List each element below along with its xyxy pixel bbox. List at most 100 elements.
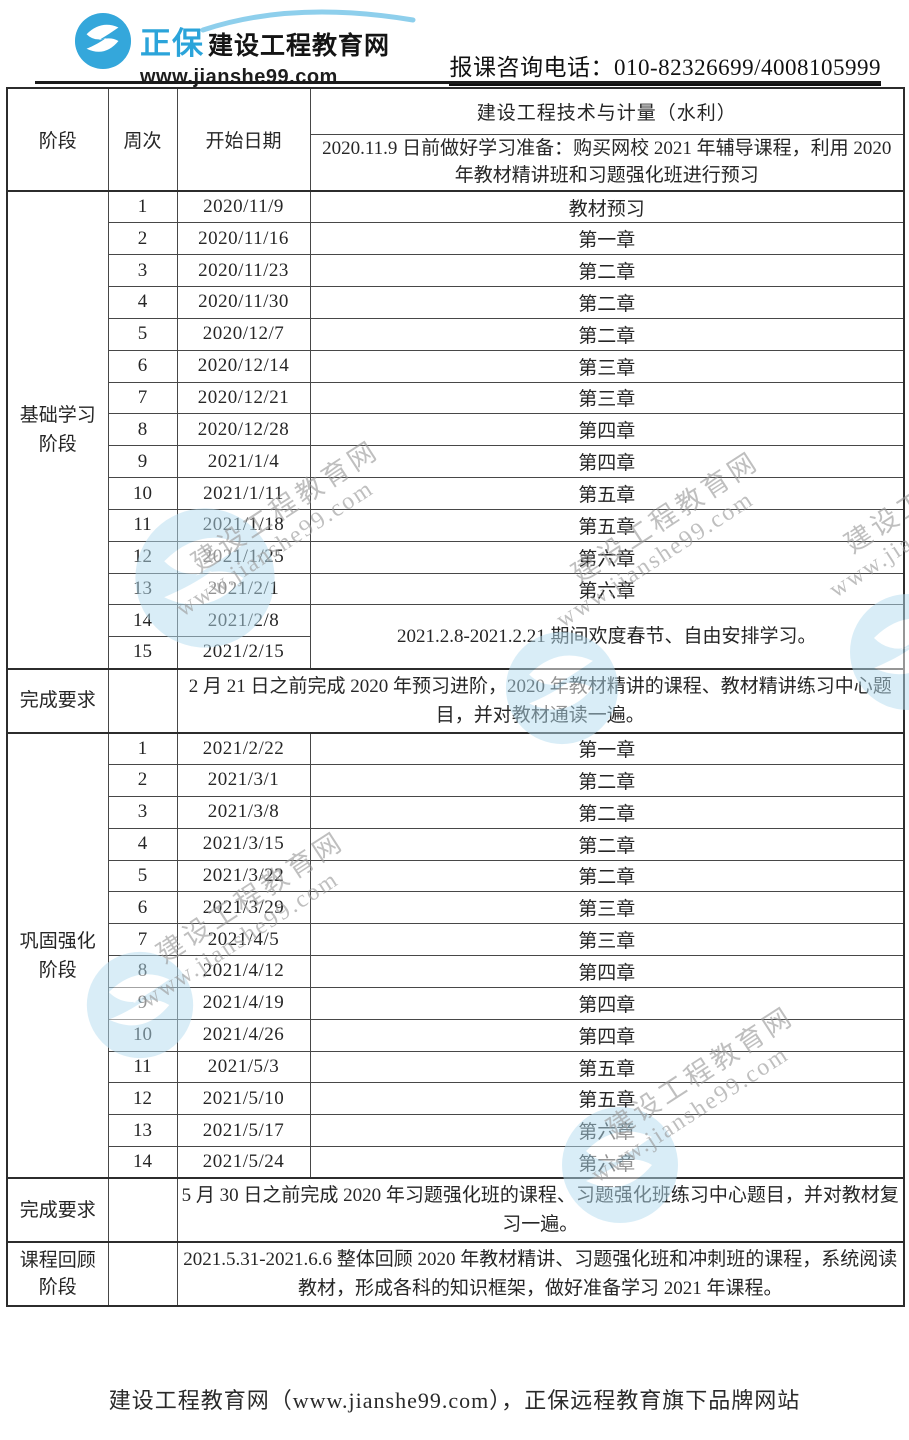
chapter-cell: 第三章 (309, 891, 905, 925)
chapter-cell: 第二章 (309, 827, 905, 861)
week-number-cell: 13 (107, 572, 178, 606)
requirement-label-cell: 完成要求 (6, 667, 109, 734)
table-row: 9 2021/1/4 第四章 (7, 445, 905, 479)
week-number-cell: 11 (107, 508, 178, 542)
chapter-cell: 第四章 (309, 986, 905, 1020)
empty-week-cell (107, 1177, 178, 1243)
start-date-cell: 2021/5/24 (176, 1146, 311, 1179)
chapter-cell: 第三章 (309, 923, 905, 957)
stage-cell-consolidation: 巩固强化阶段 (6, 731, 109, 1179)
week-number-cell: 14 (107, 604, 178, 638)
week-number-cell: 9 (107, 445, 178, 479)
table-row: 3 2020/11/23 第二章 (7, 254, 905, 288)
chapter-cell: 第二章 (309, 795, 905, 829)
week-number-cell: 3 (107, 254, 178, 288)
header-divider (35, 81, 881, 84)
week-number-cell: 4 (107, 827, 178, 861)
week-number-cell: 6 (107, 349, 178, 383)
week-number-cell: 2 (107, 764, 178, 797)
chapter-cell: 第三章 (309, 381, 905, 415)
study-schedule-table: 阶段 周次 开始日期 建设工程技术与计量（水利） 2020.11.9 日前做好学… (6, 87, 905, 1308)
chapter-cell: 第二章 (309, 317, 905, 351)
table-row: 13 2021/5/17 第六章 (7, 1114, 905, 1148)
table-row: 11 2021/5/3 第五章 (7, 1050, 905, 1084)
table-row: 7 2020/12/21 第三章 (7, 381, 905, 415)
start-date-cell: 2021/4/19 (176, 986, 311, 1020)
prep-note-cell: 2020.11.9 日前做好学习准备：购买网校 2021 年辅导课程，利用 20… (309, 133, 905, 192)
empty-week-cell (107, 667, 178, 734)
chapter-cell: 第二章 (309, 254, 905, 288)
week-number-cell: 6 (107, 891, 178, 925)
start-date-cell: 2020/11/9 (176, 190, 311, 224)
week-number-cell: 5 (107, 859, 178, 893)
week-number-cell: 1 (107, 731, 178, 765)
start-date-cell: 2021/5/10 (176, 1082, 311, 1116)
chapter-cell: 第五章 (309, 1082, 905, 1116)
start-date-cell: 2021/1/25 (176, 540, 311, 574)
table-row: 8 2020/12/28 第四章 (7, 413, 905, 447)
column-header-start-date: 开始日期 (176, 87, 311, 192)
start-date-cell: 2021/1/11 (176, 477, 311, 510)
start-date-cell: 2020/11/16 (176, 222, 311, 256)
start-date-cell: 2021/4/26 (176, 1018, 311, 1052)
logo-brand-text: 正保 (140, 26, 204, 61)
table-row: 14 2021/5/24 第六章 (7, 1146, 905, 1179)
requirement-label-cell: 完成要求 (6, 1177, 109, 1243)
table-row: 2 2020/11/16 第一章 (7, 222, 905, 256)
requirement-text-cell: 2 月 21 日之前完成 2020 年预习进阶，2020 年教材精讲的课程、教材… (176, 667, 905, 734)
chapter-cell: 第六章 (309, 572, 905, 606)
stage-cell-basic: 基础学习阶段 (6, 190, 109, 670)
week-number-cell: 7 (107, 923, 178, 957)
start-date-cell: 2020/11/23 (176, 254, 311, 288)
chapter-cell: 第二章 (309, 764, 905, 797)
start-date-cell: 2021/3/1 (176, 764, 311, 797)
table-row: 11 2021/1/18 第五章 (7, 508, 905, 542)
consult-phone-text: 报课咨询电话：010-82326699/4008105999 (449, 48, 881, 86)
table-row: 基础学习阶段 1 2020/11/9 教材预习 (6, 190, 905, 670)
start-date-cell: 2021/3/22 (176, 859, 311, 893)
start-date-cell: 2020/11/30 (176, 286, 311, 319)
chapter-cell: 第四章 (309, 445, 905, 479)
logo-site-url: www.jianshe99.com (140, 66, 338, 88)
review-stage-text-cell: 2021.5.31-2021.6.6 整体回顾 2020 年教材精讲、习题强化班… (176, 1241, 905, 1307)
start-date-cell: 2021/1/18 (176, 508, 311, 542)
week-number-cell: 10 (107, 1018, 178, 1052)
start-date-cell: 2020/12/14 (176, 349, 311, 383)
start-date-cell: 2021/2/8 (176, 604, 311, 638)
course-title-cell: 建设工程技术与计量（水利） (309, 87, 905, 135)
week-number-cell: 1 (107, 190, 178, 224)
table-row: 10 2021/1/11 第五章 (7, 477, 905, 510)
table-row: 10 2021/4/26 第四章 (7, 1018, 905, 1052)
week-number-cell: 5 (107, 317, 178, 351)
table-row: 12 2021/1/25 第六章 (7, 540, 905, 574)
week-number-cell: 13 (107, 1114, 178, 1148)
chapter-cell: 第六章 (309, 1114, 905, 1148)
chapter-cell: 第五章 (309, 1050, 905, 1084)
chapter-cell: 第四章 (309, 413, 905, 447)
week-number-cell: 8 (107, 955, 178, 988)
start-date-cell: 2021/2/22 (176, 731, 311, 765)
week-number-cell: 12 (107, 540, 178, 574)
spring-festival-note-cell: 2021.2.8-2021.2.21 期间欢度春节、自由安排学习。 (309, 604, 905, 670)
week-number-cell: 3 (107, 795, 178, 829)
week-number-cell: 4 (107, 286, 178, 319)
start-date-cell: 2021/3/29 (176, 891, 311, 925)
start-date-cell: 2020/12/28 (176, 413, 311, 447)
table-row: 6 2021/3/29 第三章 (7, 891, 905, 925)
start-date-cell: 2021/4/5 (176, 923, 311, 957)
start-date-cell: 2021/3/15 (176, 827, 311, 861)
week-number-cell: 8 (107, 413, 178, 447)
week-number-cell: 11 (107, 1050, 178, 1084)
requirement-text-cell: 5 月 30 日之前完成 2020 年习题强化班的课程、习题强化班练习中心题目，… (176, 1177, 905, 1243)
table-row: 5 2021/3/22 第二章 (7, 859, 905, 893)
table-row: 9 2021/4/19 第四章 (7, 986, 905, 1020)
table-row: 6 2020/12/14 第三章 (7, 349, 905, 383)
table-row: 课程回顾阶段 2021.5.31-2021.6.6 整体回顾 2020 年教材精讲… (6, 1241, 905, 1307)
table-row: 完成要求 2 月 21 日之前完成 2020 年预习进阶，2020 年教材精讲的课… (6, 667, 905, 734)
week-number-cell: 14 (107, 1146, 178, 1179)
week-number-cell: 9 (107, 986, 178, 1020)
table-row: 2 2021/3/1 第二章 (7, 764, 905, 797)
brand-z-icon (74, 12, 132, 70)
table-header-row: 2020.11.9 日前做好学习准备：购买网校 2021 年辅导课程，利用 20… (7, 133, 905, 192)
